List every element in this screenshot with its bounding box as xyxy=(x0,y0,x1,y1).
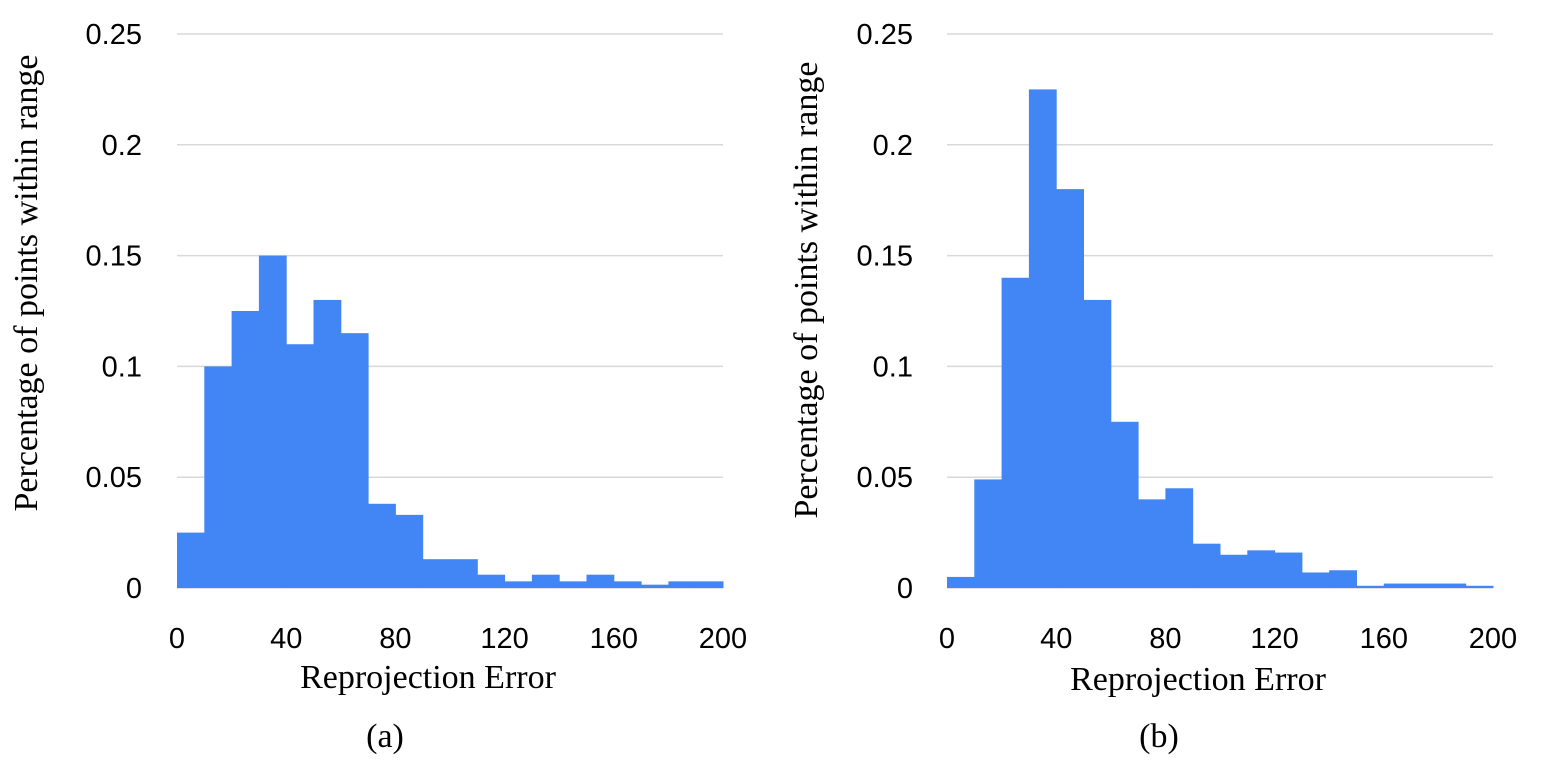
bar-a-1 xyxy=(204,366,233,588)
bars-b xyxy=(947,89,1494,589)
x-tick-label-a-4: 160 xyxy=(590,623,638,655)
bar-a-9 xyxy=(422,559,451,588)
bar-b-5 xyxy=(1083,299,1112,588)
bar-a-12 xyxy=(504,581,533,588)
y-tick-label-a-4: 0.2 xyxy=(102,130,142,162)
y-tick-labels-b: 0 0.05 0.1 0.15 0.2 0.25 xyxy=(857,19,913,605)
y-tick-label-b-3: 0.15 xyxy=(857,241,913,273)
x-tick-label-a-5: 200 xyxy=(699,623,747,655)
y-tick-label-b-0: 0 xyxy=(897,573,913,605)
y-tick-label-b-2: 0.1 xyxy=(873,351,913,383)
y-tick-label-a-5: 0.25 xyxy=(86,19,142,51)
x-tick-label-b-4: 160 xyxy=(1360,623,1408,655)
x-tick-label-b-3: 120 xyxy=(1250,623,1298,655)
y-tick-label-b-1: 0.05 xyxy=(857,462,913,494)
panel-label-b: (b) xyxy=(1139,718,1179,755)
bar-a-7 xyxy=(368,503,396,588)
x-tick-label-b-2: 80 xyxy=(1149,623,1181,655)
bar-b-18 xyxy=(1438,583,1467,588)
bar-a-15 xyxy=(586,574,615,588)
bar-a-6 xyxy=(340,333,369,588)
bar-a-3 xyxy=(258,255,287,588)
bar-b-14 xyxy=(1329,570,1357,588)
bar-a-17 xyxy=(641,584,669,588)
y-tick-label-a-3: 0.15 xyxy=(86,241,142,273)
y-tick-label-a-2: 0.1 xyxy=(102,351,142,383)
chart-panel-a: 0 0.05 0.1 0.15 0.2 0.25 0 40 80 120 160 200 Perce… xyxy=(8,19,747,755)
bar-a-5 xyxy=(313,299,342,588)
bar-b-2 xyxy=(1001,277,1030,588)
y-tick-label-a-0: 0 xyxy=(126,573,142,605)
chart-panel-b: 0 0.05 0.1 0.15 0.2 0.25 0 40 80 120 160 200 Perce… xyxy=(788,19,1517,755)
bar-a-11 xyxy=(477,574,506,588)
y-axis-title-b: Percentage of points within range xyxy=(788,62,825,519)
bar-b-0 xyxy=(947,576,975,588)
bar-b-4 xyxy=(1056,189,1084,588)
bar-a-8 xyxy=(395,514,424,588)
x-tick-label-b-0: 0 xyxy=(939,623,955,655)
y-tick-label-b-5: 0.25 xyxy=(857,19,913,51)
bar-b-8 xyxy=(1165,488,1194,588)
y-axis-title-a: Percentage of points within range xyxy=(8,55,45,512)
x-tick-labels-b: 0 40 80 120 160 200 xyxy=(939,623,1517,655)
bar-a-14 xyxy=(559,581,587,588)
x-tick-label-b-1: 40 xyxy=(1040,623,1072,655)
bar-a-0 xyxy=(177,532,205,588)
x-tick-label-a-2: 80 xyxy=(379,623,411,655)
bars-a xyxy=(177,255,724,588)
bar-b-12 xyxy=(1274,552,1303,588)
bar-a-18 xyxy=(668,581,697,588)
bar-b-1 xyxy=(974,479,1003,588)
bar-a-19 xyxy=(695,581,724,588)
x-tick-label-a-3: 120 xyxy=(480,623,528,655)
bar-b-13 xyxy=(1301,572,1330,588)
y-tick-label-b-4: 0.2 xyxy=(873,130,913,162)
bar-b-10 xyxy=(1220,554,1248,588)
bar-a-13 xyxy=(531,574,560,588)
x-axis-title-a: Reprojection Error xyxy=(300,659,557,696)
x-tick-label-a-0: 0 xyxy=(169,623,185,655)
bar-b-7 xyxy=(1138,499,1166,588)
panel-label-a: (a) xyxy=(366,718,404,755)
bar-b-6 xyxy=(1110,421,1139,588)
bar-b-11 xyxy=(1247,550,1276,588)
y-tick-labels-a: 0 0.05 0.1 0.15 0.2 0.25 xyxy=(86,19,142,605)
bar-a-16 xyxy=(613,581,642,588)
y-tick-label-a-1: 0.05 xyxy=(86,462,142,494)
bar-b-16 xyxy=(1383,583,1412,588)
x-tick-label-a-1: 40 xyxy=(270,623,302,655)
bar-b-19 xyxy=(1465,585,1494,588)
bar-a-10 xyxy=(450,559,478,588)
bar-b-3 xyxy=(1028,89,1057,589)
bar-a-2 xyxy=(231,311,260,588)
bar-b-17 xyxy=(1411,583,1439,588)
x-axis-title-b: Reprojection Error xyxy=(1070,661,1327,698)
x-tick-labels-a: 0 40 80 120 160 200 xyxy=(169,623,747,655)
bar-a-4 xyxy=(286,344,314,588)
x-tick-label-b-5: 200 xyxy=(1469,623,1517,655)
bar-b-15 xyxy=(1356,585,1385,588)
bar-b-9 xyxy=(1192,543,1221,588)
